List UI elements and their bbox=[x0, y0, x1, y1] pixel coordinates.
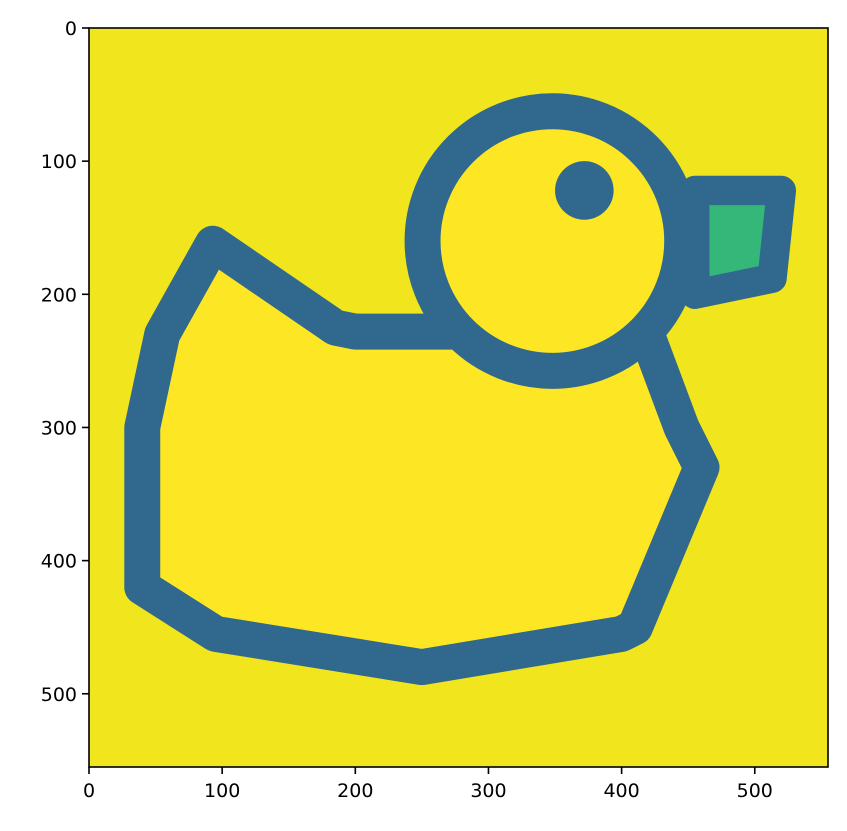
x-tick-label: 200 bbox=[337, 780, 373, 802]
duck-beak bbox=[680, 175, 797, 309]
duck-head bbox=[404, 93, 701, 389]
duck-eye bbox=[555, 161, 614, 220]
x-tick-label: 400 bbox=[603, 780, 639, 802]
x-axis: 0 100 200 300 400 500 bbox=[83, 767, 773, 802]
x-tick-label: 100 bbox=[204, 780, 240, 802]
y-tick-label: 400 bbox=[41, 551, 77, 573]
plot-area bbox=[89, 28, 828, 767]
x-tick-label: 0 bbox=[83, 780, 95, 802]
axes-frame bbox=[88, 27, 829, 768]
y-tick-label: 0 bbox=[65, 18, 77, 40]
x-tick-label: 500 bbox=[737, 780, 773, 802]
y-tick-label: 200 bbox=[41, 284, 77, 306]
y-tick-label: 500 bbox=[41, 684, 77, 706]
y-tick-label: 100 bbox=[41, 151, 77, 173]
y-tick-label: 300 bbox=[41, 417, 77, 439]
y-axis: 0 100 200 300 400 500 bbox=[41, 18, 89, 706]
x-tick-label: 300 bbox=[470, 780, 506, 802]
